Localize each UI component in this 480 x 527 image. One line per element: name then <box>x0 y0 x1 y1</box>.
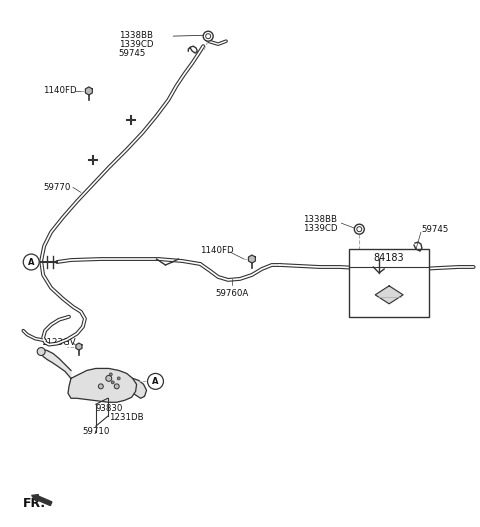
Text: 84183: 84183 <box>374 253 405 263</box>
Text: 59760A: 59760A <box>216 289 249 298</box>
Text: A: A <box>152 377 159 386</box>
Bar <box>349 249 429 317</box>
Circle shape <box>37 347 45 356</box>
Text: A: A <box>28 258 35 267</box>
Text: 59745: 59745 <box>421 225 448 233</box>
Text: 59770: 59770 <box>43 183 71 192</box>
Text: 1123GV: 1123GV <box>41 338 76 347</box>
Circle shape <box>23 254 39 270</box>
Text: 1339CD: 1339CD <box>302 223 337 233</box>
Polygon shape <box>249 255 255 263</box>
Circle shape <box>106 375 112 382</box>
Polygon shape <box>132 378 146 398</box>
Text: 59745: 59745 <box>119 48 146 57</box>
Circle shape <box>114 384 119 389</box>
Circle shape <box>111 381 114 384</box>
Polygon shape <box>85 87 92 95</box>
Circle shape <box>203 31 213 41</box>
Text: 1338BB: 1338BB <box>119 31 153 40</box>
FancyArrow shape <box>32 494 52 505</box>
Polygon shape <box>41 349 71 378</box>
Text: 1338BB: 1338BB <box>302 214 336 224</box>
Circle shape <box>354 224 364 234</box>
Circle shape <box>147 374 164 389</box>
Text: 93830: 93830 <box>96 404 123 413</box>
Circle shape <box>109 373 112 376</box>
Polygon shape <box>375 286 403 304</box>
Text: 59710: 59710 <box>82 427 109 436</box>
Text: 1231DB: 1231DB <box>109 413 144 422</box>
Text: FR.: FR. <box>23 497 47 510</box>
Text: 1140FD: 1140FD <box>43 86 77 95</box>
Text: 1140FD: 1140FD <box>200 246 234 255</box>
Polygon shape <box>68 368 137 402</box>
Polygon shape <box>76 343 82 350</box>
Circle shape <box>117 377 120 380</box>
Text: 1339CD: 1339CD <box>119 40 153 48</box>
Circle shape <box>98 384 103 389</box>
